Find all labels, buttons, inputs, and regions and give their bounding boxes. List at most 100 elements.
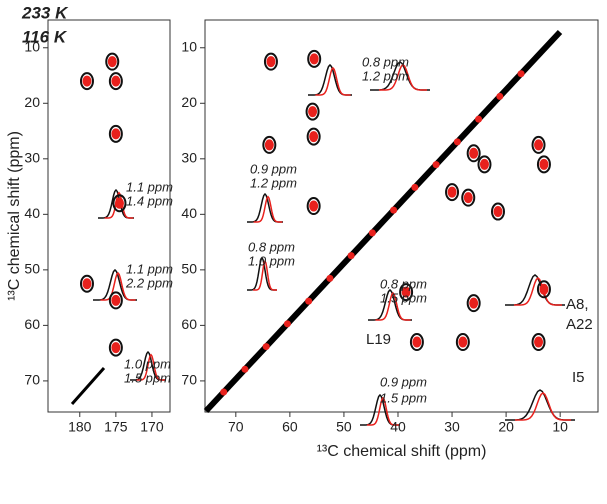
slice-trace (504, 389, 576, 421)
right-frame (204, 19, 599, 413)
peak-116k (112, 194, 127, 213)
y-tick-label: 40 (24, 205, 40, 221)
peak-116k (105, 52, 120, 71)
peak-116k (399, 283, 414, 302)
peak-116k (108, 338, 123, 357)
x-tick-label: 175 (104, 419, 128, 435)
diagonal-dot (368, 229, 376, 237)
diagonal-dot (347, 252, 355, 260)
annotation: 1.5 ppm (380, 290, 427, 305)
peak-233k (264, 139, 274, 151)
peak-116k (263, 52, 278, 71)
peak-233k (111, 128, 121, 140)
y-tick-label: 40 (181, 205, 197, 221)
annotation: 1.2 ppm (250, 175, 297, 190)
annotation: 1.2 ppm (362, 68, 409, 83)
diagonal-dot (475, 115, 483, 123)
annotation: 2.2 ppm (125, 275, 173, 290)
peak-116k (455, 333, 470, 352)
peak-233k (309, 200, 319, 212)
annotation: 0.8 ppm (380, 276, 427, 291)
peak-116k (461, 188, 476, 207)
y-tick-label: 10 (24, 38, 40, 54)
slice-trace (514, 392, 572, 421)
peak-233k (82, 75, 92, 87)
annotation: 0.8 ppm (248, 239, 295, 254)
x-tick-label: 50 (336, 419, 352, 435)
y-tick-label: 20 (181, 94, 197, 110)
peak-233k (539, 283, 549, 295)
peak-116k (477, 155, 492, 174)
peak-233k (266, 56, 276, 68)
peak-233k (458, 336, 468, 348)
peak-233k (111, 342, 121, 354)
y-tick-label: 10 (181, 38, 197, 54)
x-tick-label: 170 (140, 419, 164, 435)
diagonal-dot (411, 183, 419, 191)
annotation: 1.1 ppm (126, 179, 173, 194)
peak-233k (539, 158, 549, 170)
peak-116k (108, 72, 123, 91)
x-tick-label: 10 (552, 419, 568, 435)
slice-trace (104, 191, 134, 219)
annotation: 1.5 ppm (380, 390, 427, 405)
peak-233k (493, 206, 503, 218)
peak-233k (308, 106, 318, 118)
peak-116k (306, 197, 321, 216)
peak-116k (409, 333, 424, 352)
diagonal-dot (262, 343, 270, 351)
y-tick-label: 50 (181, 261, 197, 277)
peak-233k (107, 56, 117, 68)
slice-trace (366, 396, 400, 426)
annotation: I5 (572, 369, 585, 386)
peak-116k (531, 135, 546, 154)
peak-233k (412, 336, 422, 348)
peak-116k (490, 202, 505, 221)
annotation: 0.9 ppm (380, 374, 427, 389)
peak-233k (309, 53, 319, 65)
annotation: 1.0 ppm (248, 253, 295, 268)
peak-116k (79, 274, 94, 293)
slice-trace (252, 259, 278, 291)
x-tick-label: 180 (68, 419, 92, 435)
peak-116k (306, 127, 321, 146)
peak-116k (536, 280, 551, 299)
peak-116k (108, 291, 123, 310)
peak-233k (401, 286, 411, 298)
peak-233k (111, 294, 121, 306)
legend-entry: 233 K (21, 3, 69, 22)
peak-233k (447, 186, 457, 198)
peak-233k (479, 158, 489, 170)
diagonal-dot (283, 320, 291, 328)
diagonal-dot (305, 297, 313, 305)
legend-entry: 116 K (22, 27, 68, 46)
slice-trace (136, 353, 166, 381)
diagonal-dot (390, 206, 398, 214)
annotation: 1.0 ppm (124, 356, 171, 371)
peak-116k (445, 183, 460, 202)
peak-233k (309, 131, 319, 143)
annotation: 1.1 ppm (126, 261, 173, 276)
diagonal-dot (241, 365, 249, 373)
peak-233k (114, 197, 124, 209)
peak-116k (531, 333, 546, 352)
peak-116k (79, 72, 94, 91)
peak-116k (536, 155, 551, 174)
peak-233k (534, 336, 544, 348)
slice-trace (253, 195, 283, 223)
annotation: 1.4 ppm (126, 193, 173, 208)
annotation: 0.8 ppm (362, 54, 409, 69)
y-tick-label: 70 (181, 372, 197, 388)
diagonal-dot (220, 388, 228, 396)
y-tick-label: 60 (24, 316, 40, 332)
annotation: A8, (566, 296, 589, 313)
x-tick-label: 40 (390, 419, 406, 435)
peak-233k (534, 139, 544, 151)
diagonal-dot (432, 161, 440, 169)
annotation: 0.9 ppm (250, 161, 297, 176)
x-axis-label: ¹³C chemical shift (ppm) (317, 443, 487, 460)
peak-233k (82, 278, 92, 290)
peak-116k (262, 135, 277, 154)
diagonal-dot (326, 274, 334, 282)
